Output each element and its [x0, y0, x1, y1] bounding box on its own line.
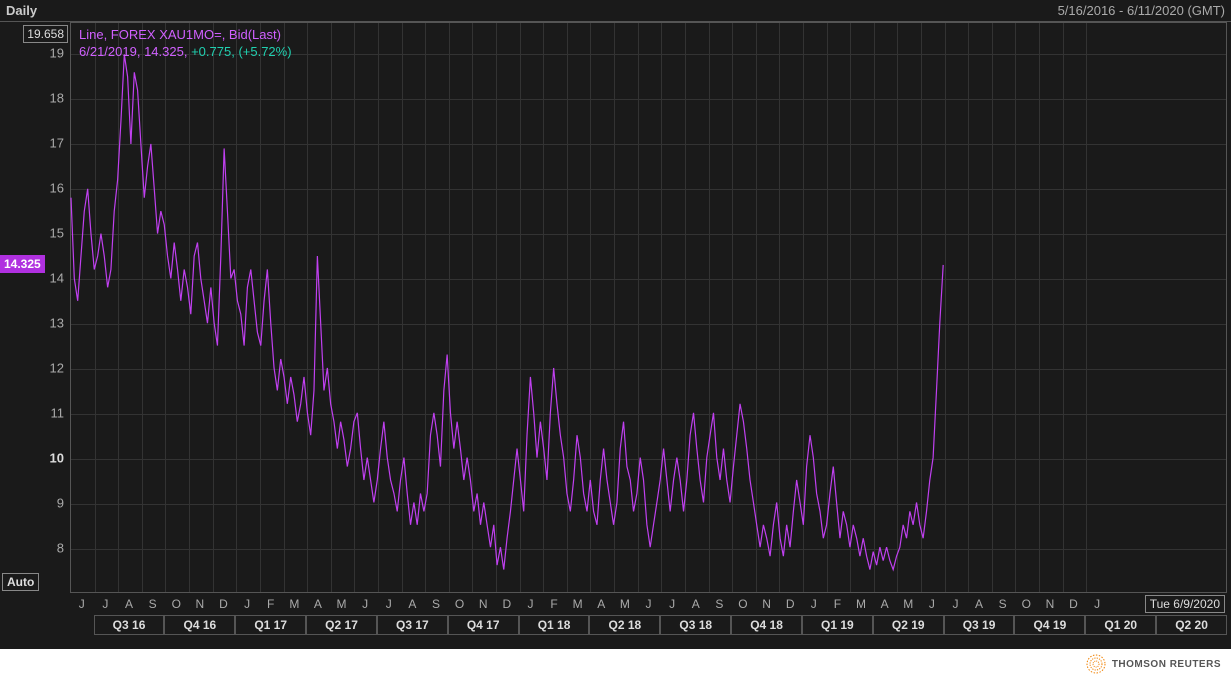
x-month-label: S	[149, 597, 157, 611]
price-line	[71, 54, 943, 569]
y-tick: 9	[57, 496, 64, 511]
x-axis: JJASONDJFMAMJJASONDJFMAMJJASONDJFMAMJJAS…	[70, 593, 1227, 649]
x-month-label: A	[881, 597, 889, 611]
x-quarter-label: Q1 19	[802, 615, 873, 635]
x-month-label: M	[573, 597, 583, 611]
line-chart	[71, 23, 1226, 592]
y-tick: 17	[50, 136, 64, 151]
reuters-logo-icon	[1086, 654, 1106, 674]
x-month-label: A	[597, 597, 605, 611]
x-month-label: M	[289, 597, 299, 611]
x-quarter-label: Q4 16	[164, 615, 235, 635]
x-quarter-label: Q2 20	[1156, 615, 1227, 635]
legend-pct: (+5.72%)	[238, 44, 291, 59]
x-quarter-label: Q2 18	[589, 615, 660, 635]
legend-change: +0.775	[191, 44, 231, 59]
x-month-label: A	[314, 597, 322, 611]
x-month-label: N	[196, 597, 205, 611]
y-tick: 15	[50, 226, 64, 241]
footer-bar: THOMSON REUTERS	[0, 649, 1231, 679]
x-month-label: M	[620, 597, 630, 611]
x-month-label: D	[219, 597, 228, 611]
x-quarter-label: Q2 19	[873, 615, 944, 635]
x-month-label: S	[432, 597, 440, 611]
chart-legend: Line, FOREX XAU1MO=, Bid(Last) 6/21/2019…	[79, 27, 292, 61]
x-month-label: A	[125, 597, 133, 611]
x-month-label: M	[856, 597, 866, 611]
x-axis-quarters: Q3 16Q4 16Q1 17Q2 17Q3 17Q4 17Q1 18Q2 18…	[70, 615, 1227, 635]
x-quarter-label: Q3 17	[377, 615, 448, 635]
y-tick: 12	[50, 361, 64, 376]
x-month-label: J	[952, 597, 958, 611]
x-month-label: N	[479, 597, 488, 611]
x-month-label: J	[646, 597, 652, 611]
x-month-label: J	[669, 597, 675, 611]
x-quarter-label: Q3 16	[94, 615, 165, 635]
y-tick: 16	[50, 181, 64, 196]
x-month-label: F	[834, 597, 841, 611]
x-month-label: J	[527, 597, 533, 611]
x-month-label: J	[102, 597, 108, 611]
x-month-label: J	[79, 597, 85, 611]
x-month-label: F	[267, 597, 274, 611]
y-tick: 18	[50, 91, 64, 106]
x-month-label: J	[244, 597, 250, 611]
x-month-label: O	[172, 597, 181, 611]
y-auto-button[interactable]: Auto	[2, 573, 39, 591]
x-month-label: J	[362, 597, 368, 611]
y-tick: 10	[50, 451, 64, 466]
x-quarter-label: Q4 18	[731, 615, 802, 635]
x-quarter-label: Q2 17	[306, 615, 377, 635]
y-top-value-box[interactable]: 19.658	[23, 25, 68, 43]
x-month-label: O	[455, 597, 464, 611]
x-month-label: N	[1046, 597, 1055, 611]
x-quarter-label: Q3 18	[660, 615, 731, 635]
x-month-label: D	[1069, 597, 1078, 611]
y-current-value-marker: 14.325	[0, 255, 45, 273]
chart-title: Daily	[6, 3, 37, 18]
x-quarter-label: Q4 19	[1014, 615, 1085, 635]
x-axis-months: JJASONDJFMAMJJASONDJFMAMJJASONDJFMAMJJAS…	[70, 597, 1227, 615]
x-month-label: D	[786, 597, 795, 611]
legend-series-label: Line, FOREX XAU1MO=, Bid(Last)	[79, 27, 292, 44]
plot-area[interactable]: Line, FOREX XAU1MO=, Bid(Last) 6/21/2019…	[70, 22, 1227, 593]
x-month-label: J	[386, 597, 392, 611]
x-month-label: M	[337, 597, 347, 611]
x-month-label: S	[715, 597, 723, 611]
x-month-label: D	[502, 597, 511, 611]
x-month-label: A	[408, 597, 416, 611]
x-month-label: N	[762, 597, 771, 611]
x-quarter-label: Q1 17	[235, 615, 306, 635]
y-tick: 13	[50, 316, 64, 331]
footer-logo: THOMSON REUTERS	[1086, 654, 1221, 674]
y-tick: 19	[50, 46, 64, 61]
x-month-label: F	[550, 597, 557, 611]
y-tick: 14	[50, 271, 64, 286]
x-month-label: M	[903, 597, 913, 611]
y-tick: 8	[57, 541, 64, 556]
y-axis: 19.658 8 9 10 11 12 13 14 15 16 17 18 19 14.325 Aut…	[0, 22, 70, 593]
x-month-label: J	[811, 597, 817, 611]
chart-container: Daily 5/16/2016 - 6/11/2020 (GMT) 19.658…	[0, 0, 1231, 649]
y-tick: 11	[51, 406, 65, 421]
legend-values: 6/21/2019, 14.325, +0.775, (+5.72%)	[79, 44, 292, 61]
footer-brand: THOMSON REUTERS	[1112, 659, 1221, 670]
x-month-label: J	[929, 597, 935, 611]
x-quarter-label: Q3 19	[944, 615, 1015, 635]
x-month-label: S	[999, 597, 1007, 611]
x-month-label: A	[975, 597, 983, 611]
x-month-label: J	[1094, 597, 1100, 611]
chart-header: Daily 5/16/2016 - 6/11/2020 (GMT)	[0, 0, 1231, 22]
x-current-date-box[interactable]: Tue 6/9/2020	[1145, 595, 1225, 613]
legend-date: 6/21/2019	[79, 44, 137, 59]
x-month-label: O	[738, 597, 747, 611]
x-month-label: A	[692, 597, 700, 611]
legend-value: 14.325	[144, 44, 184, 59]
chart-date-range: 5/16/2016 - 6/11/2020 (GMT)	[1058, 3, 1225, 18]
x-quarter-label: Q1 18	[519, 615, 590, 635]
x-month-label: O	[1022, 597, 1031, 611]
x-quarter-label: Q4 17	[448, 615, 519, 635]
x-quarter-label: Q1 20	[1085, 615, 1156, 635]
